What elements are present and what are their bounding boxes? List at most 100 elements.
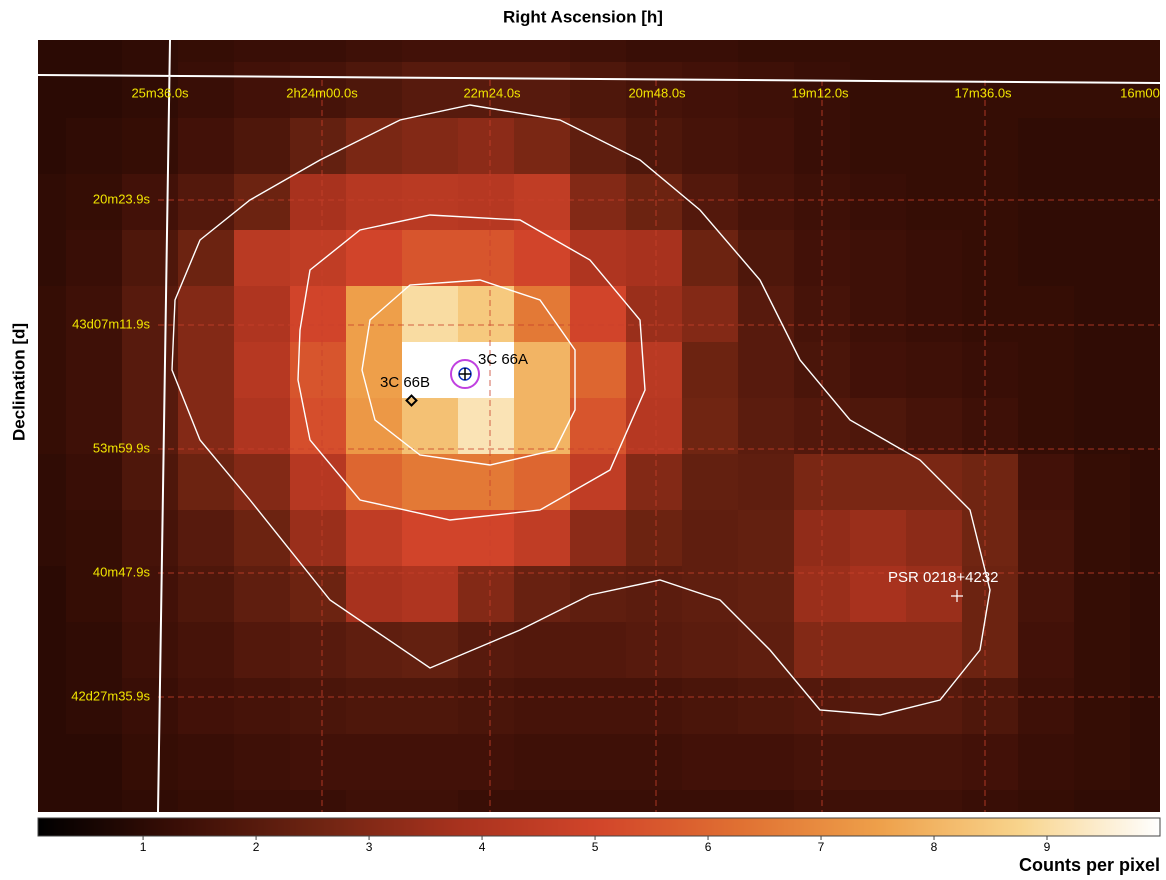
colorbar-step — [594, 818, 597, 836]
colorbar-step — [72, 818, 75, 836]
colorbar-step — [656, 818, 659, 836]
colorbar-step — [534, 818, 537, 836]
colorbar-step — [124, 818, 127, 836]
colorbar-step — [384, 818, 387, 836]
cell — [738, 62, 795, 119]
colorbar-step — [388, 818, 391, 836]
cell — [402, 40, 459, 63]
colorbar-step — [598, 818, 601, 836]
colorbar-step — [504, 818, 507, 836]
cell — [962, 790, 1019, 812]
cell — [738, 174, 795, 231]
cell — [290, 790, 347, 812]
colorbar-step — [856, 818, 859, 836]
colorbar-step — [746, 818, 749, 836]
colorbar: 1 2 3 4 5 6 7 8 9 — [38, 818, 1161, 854]
cell — [1074, 622, 1131, 679]
cell — [234, 454, 291, 511]
colorbar-step — [296, 818, 299, 836]
cell — [458, 40, 515, 63]
colorbar-step — [402, 818, 405, 836]
colorbar-step — [918, 818, 921, 836]
colorbar-step — [1074, 818, 1077, 836]
colorbar-step — [348, 818, 351, 836]
cell — [850, 398, 907, 455]
cell — [794, 678, 851, 735]
colorbar-step — [62, 818, 65, 836]
colorbar-step — [38, 818, 41, 836]
cell — [38, 230, 67, 287]
colorbar-tick-label: 2 — [253, 840, 260, 854]
colorbar-step — [258, 818, 261, 836]
colorbar-step — [90, 818, 93, 836]
cell — [402, 622, 459, 679]
colorbar-step — [744, 818, 747, 836]
colorbar-step — [1014, 818, 1017, 836]
colorbar-step — [962, 818, 965, 836]
cell — [346, 622, 403, 679]
colorbar-step — [556, 818, 559, 836]
cell — [794, 118, 851, 175]
colorbar-step — [972, 818, 975, 836]
colorbar-step — [916, 818, 919, 836]
cell — [234, 622, 291, 679]
colorbar-step — [880, 818, 883, 836]
colorbar-step — [368, 818, 371, 836]
colorbar-step — [1118, 818, 1121, 836]
cell — [962, 678, 1019, 735]
colorbar-step — [648, 818, 651, 836]
cell — [38, 40, 67, 63]
colorbar-step — [632, 818, 635, 836]
cell — [906, 118, 963, 175]
colorbar-step — [50, 818, 53, 836]
cell — [906, 454, 963, 511]
colorbar-step — [1106, 818, 1109, 836]
colorbar-step — [404, 818, 407, 836]
colorbar-step — [416, 818, 419, 836]
colorbar-step — [420, 818, 423, 836]
colorbar-step — [282, 818, 285, 836]
colorbar-step — [154, 818, 157, 836]
colorbar-step — [532, 818, 535, 836]
cell — [682, 622, 739, 679]
colorbar-step — [44, 818, 47, 836]
cell — [738, 790, 795, 812]
cell — [626, 678, 683, 735]
colorbar-step — [796, 818, 799, 836]
colorbar-step — [512, 818, 515, 836]
colorbar-step — [448, 818, 451, 836]
cell — [514, 510, 571, 567]
colorbar-step — [340, 818, 343, 836]
cell — [290, 174, 347, 231]
cell — [682, 510, 739, 567]
colorbar-step — [720, 818, 723, 836]
colorbar-step — [902, 818, 905, 836]
cell — [66, 622, 123, 679]
colorbar-step — [94, 818, 97, 836]
cell — [234, 118, 291, 175]
colorbar-step — [182, 818, 185, 836]
colorbar-step — [1000, 818, 1003, 836]
cell — [1074, 40, 1131, 63]
colorbar-step — [524, 818, 527, 836]
colorbar-step — [490, 818, 493, 836]
cell — [234, 174, 291, 231]
colorbar-step — [308, 818, 311, 836]
cell — [234, 230, 291, 287]
colorbar-step — [548, 818, 551, 836]
colorbar-step — [576, 818, 579, 836]
cell — [514, 566, 571, 623]
colorbar-step — [1100, 818, 1103, 836]
colorbar-step — [298, 818, 301, 836]
colorbar-step — [1132, 818, 1135, 836]
colorbar-step — [432, 818, 435, 836]
colorbar-step — [166, 818, 169, 836]
cell — [738, 678, 795, 735]
colorbar-step — [874, 818, 877, 836]
cell — [738, 342, 795, 399]
colorbar-step — [912, 818, 915, 836]
colorbar-step — [526, 818, 529, 836]
colorbar-step — [734, 818, 737, 836]
colorbar-step — [394, 818, 397, 836]
colorbar-step — [178, 818, 181, 836]
